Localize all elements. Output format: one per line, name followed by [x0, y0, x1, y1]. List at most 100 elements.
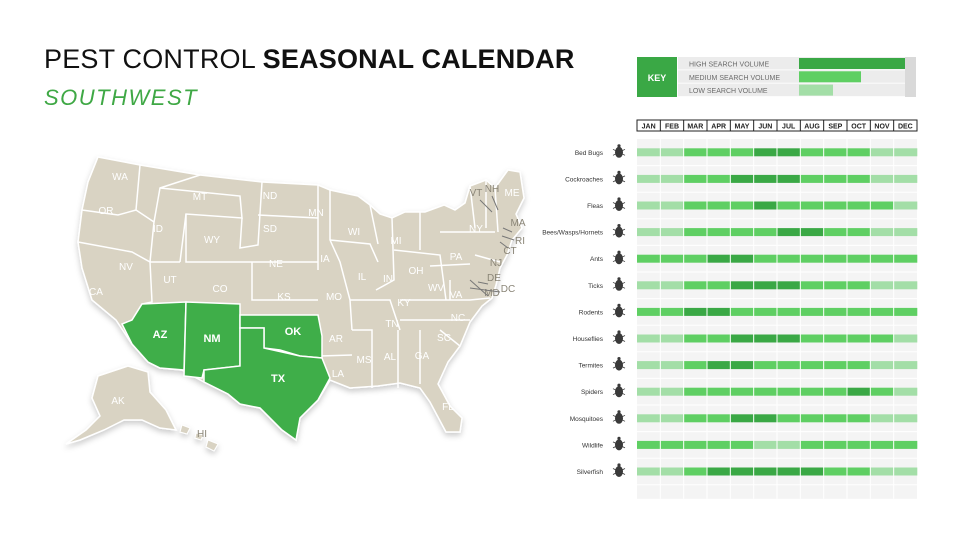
heat-cell — [753, 307, 778, 316]
month-label-apr: APR — [711, 124, 726, 131]
highlighted-states — [120, 301, 331, 442]
pest-label: Wildlife — [582, 442, 603, 449]
heat-cell — [707, 440, 731, 449]
month-label-nov: NOV — [874, 124, 890, 131]
key-level-label: LOW SEARCH VOLUME — [689, 88, 768, 95]
state-label-mo: MO — [326, 292, 342, 303]
heat-cell — [637, 254, 661, 263]
month-label-sep: SEP — [828, 124, 842, 131]
heat-cell — [707, 387, 731, 396]
heat-cell — [730, 174, 754, 183]
heat-cell — [847, 281, 871, 290]
heat-cell — [870, 307, 894, 316]
heat-cell — [730, 440, 754, 449]
heat-cell — [637, 307, 661, 316]
state-label-wv: WV — [428, 283, 444, 294]
pest-label: Cockroaches — [565, 176, 604, 183]
heat-cell — [800, 228, 824, 237]
key-swatch-medium — [799, 71, 861, 83]
state-label-nc: NC — [451, 313, 465, 324]
state-label-ca: CA — [89, 287, 103, 298]
heat-cell — [893, 281, 918, 290]
heat-cell — [847, 414, 871, 423]
heat-cell — [800, 334, 824, 343]
heat-cell — [730, 281, 754, 290]
heat-cell — [683, 467, 708, 476]
heat-cell — [660, 148, 684, 157]
state-label-in: IN — [383, 274, 393, 285]
hawaii-outline — [179, 424, 219, 452]
state-label-dc: DC — [501, 284, 515, 295]
heat-cell — [893, 148, 918, 157]
heat-cell — [683, 281, 708, 290]
heat-cell — [823, 467, 848, 476]
state-label-fl: FL — [442, 402, 454, 413]
heat-cell — [730, 361, 754, 370]
bed-bug-icon — [612, 144, 626, 158]
state-label-ky: KY — [397, 298, 411, 309]
title-bold: SEASONAL CALENDAR — [262, 44, 575, 74]
heat-cell — [800, 174, 824, 183]
heat-cell — [777, 281, 801, 290]
state-label-de: DE — [487, 273, 501, 284]
state-label-ak: AK — [111, 396, 125, 407]
state-label-wy: WY — [204, 235, 220, 246]
heat-cell — [637, 440, 661, 449]
state-label-ms: MS — [357, 355, 372, 366]
state-label-or: OR — [99, 206, 114, 217]
heat-cell — [730, 228, 754, 237]
heat-cell — [707, 414, 731, 423]
state-label-tn: TN — [385, 319, 398, 330]
heat-cell — [637, 281, 661, 290]
state-label-wa: WA — [112, 172, 128, 183]
key-swatch-low — [799, 84, 833, 96]
heat-cell — [660, 467, 684, 476]
leader-lines — [469, 195, 515, 297]
state-label-ga: GA — [415, 351, 430, 362]
heat-cell — [823, 334, 848, 343]
heat-cell — [637, 414, 661, 423]
heat-cell — [870, 254, 894, 263]
state-borders — [77, 164, 501, 388]
heat-cell — [730, 414, 754, 423]
heat-cell — [753, 281, 778, 290]
heat-cell — [707, 228, 731, 237]
month-label-may: MAY — [735, 124, 750, 131]
heat-cell — [753, 387, 778, 396]
heat-cell — [707, 467, 731, 476]
heat-cell — [683, 148, 708, 157]
heat-cell — [707, 201, 731, 210]
heat-cell — [730, 148, 754, 157]
month-label-feb: FEB — [665, 124, 679, 131]
heat-cell — [847, 174, 871, 183]
spider-icon — [612, 383, 626, 398]
state-label-mt: MT — [193, 192, 207, 203]
heat-cell — [707, 174, 731, 183]
heat-cell — [707, 148, 731, 157]
heat-cell — [893, 334, 918, 343]
heat-cell — [637, 467, 661, 476]
heat-cell — [847, 254, 871, 263]
heat-cell — [730, 201, 754, 210]
heat-cell — [637, 201, 661, 210]
heat-cell — [777, 361, 801, 370]
heat-cell — [893, 387, 918, 396]
pest-label: Ticks — [588, 283, 604, 290]
heat-cell — [847, 440, 871, 449]
heat-cell — [800, 148, 824, 157]
heat-cell — [870, 387, 894, 396]
heat-cell — [823, 254, 848, 263]
heat-cell — [800, 387, 824, 396]
key-swatch-high — [799, 58, 905, 69]
termite-icon — [612, 357, 626, 371]
key-label: KEY — [648, 73, 667, 83]
heat-cell — [800, 414, 824, 423]
state-label-il: IL — [358, 272, 367, 283]
state-label-nm: NM — [203, 333, 220, 345]
pest-label: Silverfish — [577, 469, 604, 476]
heat-cell — [777, 414, 801, 423]
state-label-al: AL — [384, 352, 397, 363]
pest-label: Rodents — [579, 309, 604, 316]
heat-cell — [870, 467, 894, 476]
